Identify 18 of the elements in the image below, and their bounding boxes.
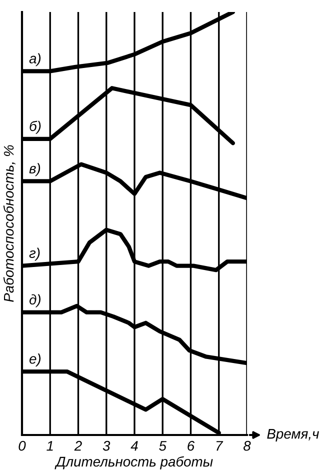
y-axis-title: Работоспособность, % xyxy=(3,145,16,302)
series-label: д) xyxy=(29,294,41,308)
x-tick-label: 1 xyxy=(46,441,53,451)
series-label: г) xyxy=(29,248,40,261)
x-tick-label: 5 xyxy=(159,441,167,451)
series-label: е) xyxy=(30,354,41,366)
x-tick-label: 3 xyxy=(102,440,110,451)
x-axis-title: Длительность работы xyxy=(54,456,213,470)
x-tick-label: 2 xyxy=(74,440,82,451)
x-tick-label: 8 xyxy=(244,440,251,451)
series-label: в) xyxy=(29,163,40,176)
series-label: б) xyxy=(30,120,41,134)
x-tick-label: 0 xyxy=(18,440,26,451)
x-tick-label: 6 xyxy=(188,440,195,451)
x-tick-label: 7 xyxy=(216,441,224,451)
text: Время,ч xyxy=(267,429,319,442)
x-tick-label: 4 xyxy=(130,441,138,451)
series-label: а) xyxy=(29,53,41,66)
